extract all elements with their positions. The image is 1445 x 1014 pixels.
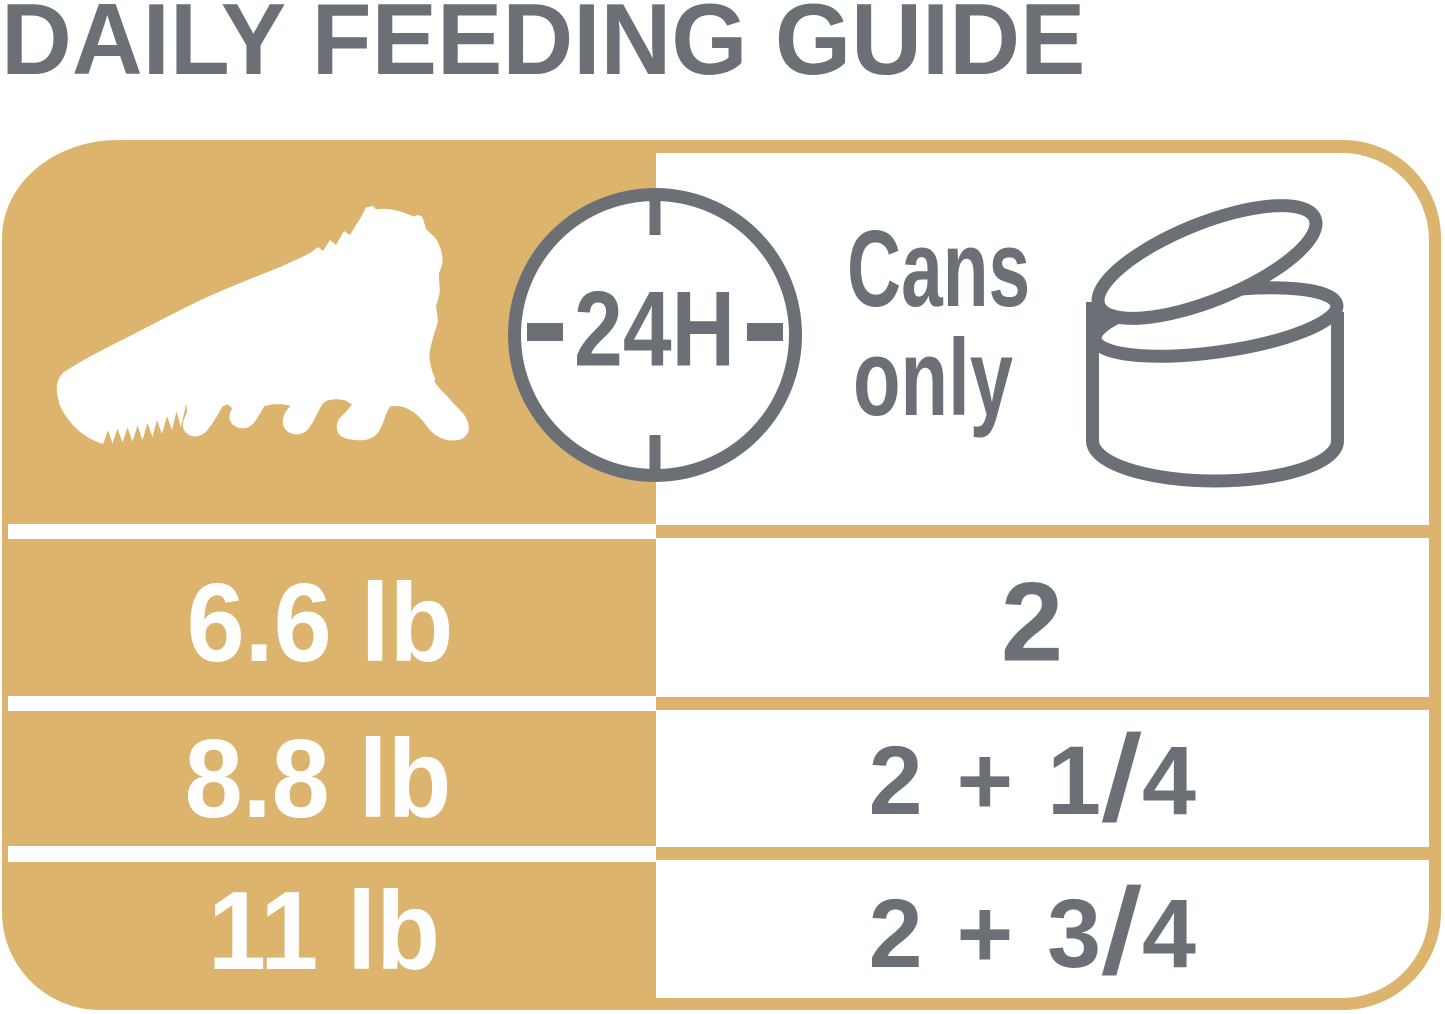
svg-text:24H: 24H (574, 268, 735, 388)
